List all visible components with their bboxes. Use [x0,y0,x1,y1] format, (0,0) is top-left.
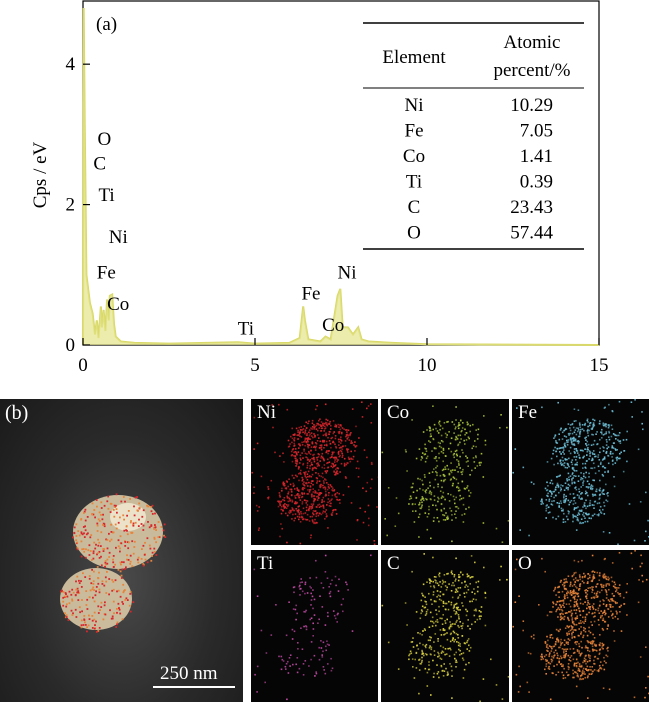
y-axis-label: Cps / eV [30,141,51,208]
table-cell-element: Ti [406,172,422,193]
atomic-percent-table: Element Atomic percent/% Ni 10.29 Fe 7.05 Co… [363,22,584,250]
map-o-label: O [518,553,532,574]
table-cell-value: 10.29 [510,95,553,116]
scale-bar-label: 250 nm [160,663,218,684]
sem-overlay-panel: (b) 250 nm [0,399,243,702]
y-axis-ticks: 0 2 4 [66,54,90,356]
table-cell-element: O [407,223,421,244]
table-cell-value: 7.05 [520,121,553,142]
table-cell-element: Fe [405,121,424,142]
map-c-dots [381,553,509,702]
map-o-dots [512,550,649,701]
peak-label: Fe [97,262,116,283]
map-ti: Ti [251,550,378,702]
map-c: C [381,550,509,702]
table-header-atomic: Atomic [504,32,561,53]
map-ni-label: Ni [257,402,276,423]
map-ni: Ni [251,399,378,545]
y-tick-label: 2 [66,195,76,216]
map-co-label: Co [387,402,410,423]
scale-bar [153,686,235,688]
map-fe: Fe [512,399,649,545]
table-cell-value: 0.39 [520,172,553,193]
peak-label: Ti [238,318,254,339]
table-header-percent: percent/% [493,60,570,81]
x-tick-label: 5 [250,355,260,376]
sem-image [60,493,167,633]
map-ni-dots [251,401,378,545]
y-tick-label: 4 [66,54,76,75]
peak-label: Fe [301,283,320,304]
x-axis-ticks: 0 5 10 15 [78,338,609,376]
map-o: O [512,550,649,702]
map-ti-label: Ti [257,553,274,574]
peak-label: Ni [109,227,128,248]
table-header-element: Element [382,47,446,68]
table-cell-value: 23.43 [510,197,553,218]
map-ti-dots [253,554,372,701]
peak-label: Co [107,294,129,315]
table-cell-element: Co [403,146,425,167]
peak-label: Ti [98,185,114,206]
peak-label: C [93,153,106,174]
table-cell-element: Ni [405,95,424,116]
peak-label: Ni [338,262,357,283]
panel-label-a: (a) [96,14,117,35]
map-c-label: C [387,553,400,574]
table-cell-value: 1.41 [520,146,553,167]
map-fe-label: Fe [518,402,537,423]
x-tick-label: 15 [590,355,609,376]
map-co: Co [381,399,509,545]
panel-label-b: (b) [5,402,29,424]
map-fe-dots [512,399,649,545]
table-cell-element: C [408,197,421,218]
table-rows: Ni 10.29 Fe 7.05 Co 1.41 Ti 0.39 C 23.43 O 57.44 [403,95,554,244]
peak-label: Co [322,315,344,336]
map-co-dots [381,405,509,543]
x-tick-label: 0 [78,355,88,376]
peak-label: O [97,129,111,150]
y-tick-label: 0 [66,335,76,356]
x-tick-label: 10 [418,355,437,376]
table-cell-value: 57.44 [510,223,553,244]
